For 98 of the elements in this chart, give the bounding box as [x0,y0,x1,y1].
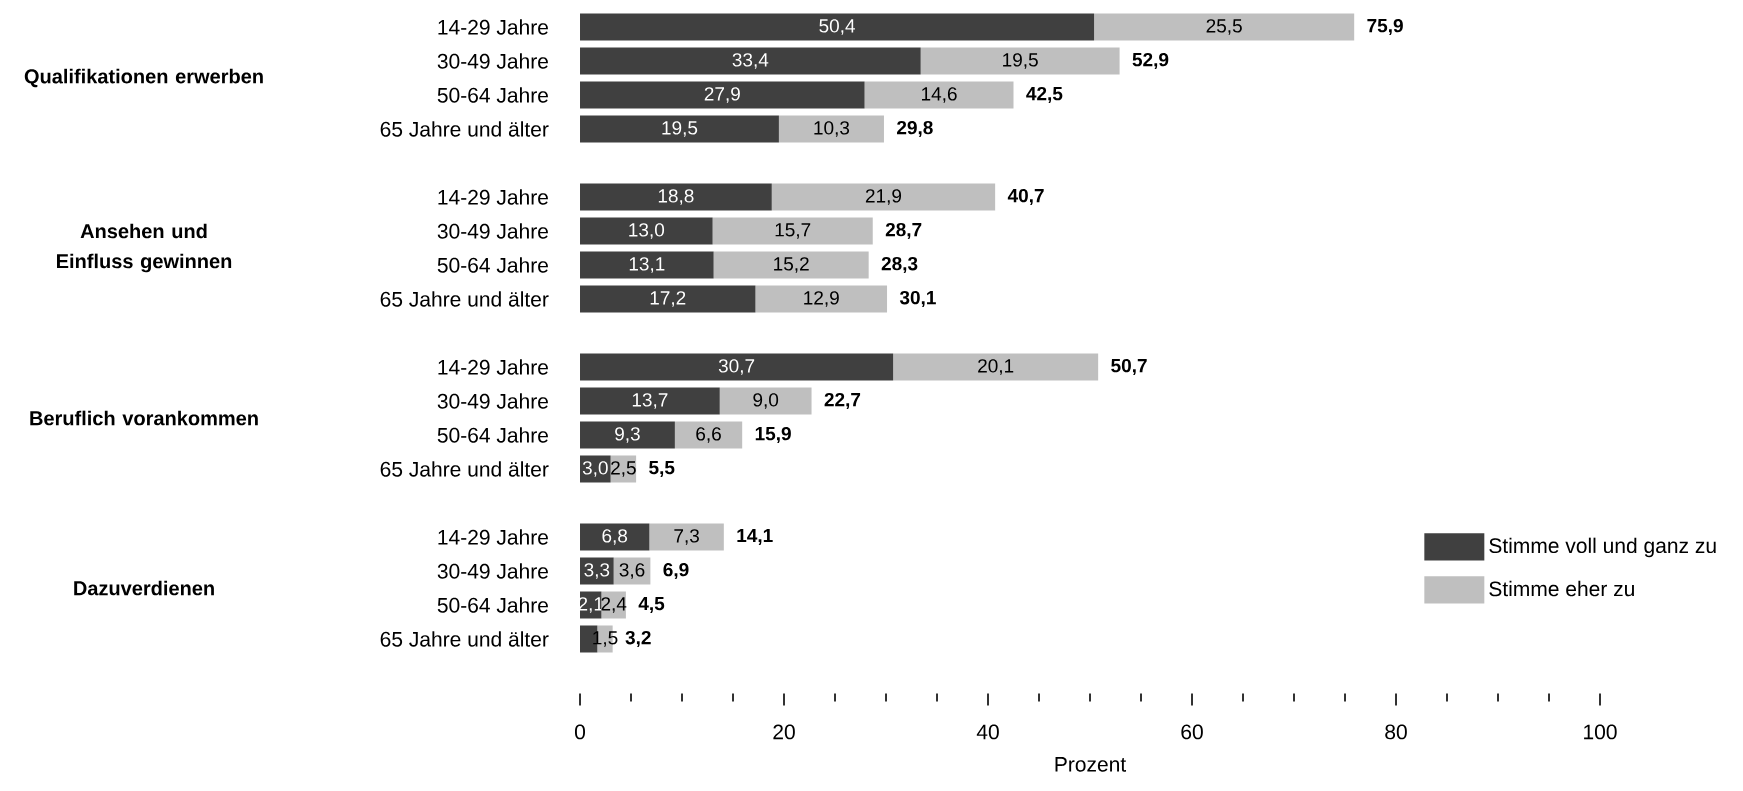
bar [771,183,996,211]
data-label: 13,1 [629,257,665,273]
data-label: 19,5 [662,121,698,137]
bar [674,421,743,449]
bar [580,353,894,381]
x-tick-label: 20 [773,724,795,740]
data-label: 9,0 [753,393,779,409]
y-tick-label: 14-29 Jahre [438,189,548,205]
data-label: 20,1 [978,359,1014,375]
data-label: 3,6 [619,563,645,579]
total-label: 14,1 [737,528,773,546]
bar [864,81,1014,109]
y-tick-label: 14-29 Jahre [438,529,548,545]
data-label: 18,8 [658,189,694,205]
data-label: 2,5 [611,461,636,477]
bar [893,353,1099,381]
total-label: 15,9 [755,426,791,444]
bar [580,251,714,279]
bar [580,285,756,313]
data-label: 25,5 [1206,19,1242,35]
x-tick-label: 40 [976,724,999,740]
legend-label: Stimme voll und ganz zu [1489,537,1716,558]
bar [580,183,772,211]
x-tick-label: 100 [1584,724,1617,740]
bar [712,217,873,245]
x-axis-title: Prozent [1055,757,1127,772]
data-label: 50,4 [819,19,855,35]
y-tick-label: 65 Jahre und älter [380,121,549,137]
legend-label: Stimme eher zu [1489,580,1634,597]
data-label: 12,9 [804,291,839,307]
y-tick-label: 50-64 Jahre [437,257,548,273]
data-label: 27,9 [704,87,740,103]
y-tick-label: 65 Jahre und älter [380,291,549,307]
y-tick-label: 50-64 Jahre [437,427,548,443]
data-label: 15,2 [774,257,809,273]
x-tick-label: 60 [1181,724,1203,740]
data-label: 6,8 [602,529,628,545]
bar [580,387,720,415]
y-tick-label: 65 Jahre und älter [380,461,549,477]
text: Qualifikationen erwerben [24,68,263,88]
data-label: 6,6 [696,427,721,443]
data-label: 10,3 [814,121,850,137]
data-label: 9,3 [615,427,640,443]
data-label: 21,9 [865,189,902,205]
bar [719,387,812,415]
text: Beruflich vorankommen [30,410,258,426]
y-tick-label: 14-29 Jahre [438,19,548,35]
y-tick-label: 30-49 Jahre [437,563,548,579]
bar [580,421,675,449]
bar [649,523,724,551]
data-label: 19,5 [1003,53,1038,69]
data-label: 30,7 [718,359,755,375]
y-tick-label: 50-64 Jahre [437,87,548,103]
total-label: 3,2 [625,630,651,648]
data-label: 33,4 [732,53,769,69]
total-label: 5,5 [649,460,675,478]
text: Ansehen und Einfluss gewinnen [57,223,232,273]
y-tick-label: 14-29 Jahre [438,359,548,375]
x-tick-label: 0 [574,724,586,740]
y-tick-label: 30-49 Jahre [437,53,548,69]
data-label: 7,3 [674,529,699,545]
total-label: 22,7 [824,392,861,410]
y-tick-label: 65 Jahre und älter [380,631,549,647]
bar [920,47,1120,75]
total-label: 52,9 [1132,52,1169,70]
total-label: 6,9 [663,562,689,580]
bar [580,115,779,143]
bar [580,81,865,109]
data-label: 13,7 [632,393,668,409]
total-label: 4,5 [638,596,665,614]
total-label: 40,7 [1007,188,1044,206]
bar [580,523,650,551]
total-label: 29,8 [897,120,933,138]
bar [778,115,884,143]
total-label: 42,5 [1026,86,1063,104]
y-tick-label: 50-64 Jahre [437,597,548,613]
bar [580,47,921,75]
y-tick-label: 30-49 Jahre [437,393,548,409]
data-label: 17,2 [650,291,686,307]
bar [580,217,713,245]
data-label: 2,4 [601,597,627,613]
total-label: 50,7 [1111,358,1147,376]
bar [755,285,888,313]
data-label: 15,7 [775,223,811,239]
bar [1094,13,1355,41]
bar [713,251,869,279]
total-label: 28,7 [885,222,922,240]
total-label: 75,9 [1367,18,1403,36]
text: Dazuverdienen [74,580,214,596]
x-tick-label: 80 [1385,724,1407,740]
data-label: 3,3 [584,563,610,579]
y-tick-label: 30-49 Jahre [437,223,548,239]
data-label: 13,0 [629,223,665,239]
total-label: 30,1 [899,290,936,308]
total-label: 28,3 [881,256,918,274]
data-label: 3,0 [582,461,608,477]
bar [580,13,1095,41]
data-label: 14,6 [922,87,957,103]
